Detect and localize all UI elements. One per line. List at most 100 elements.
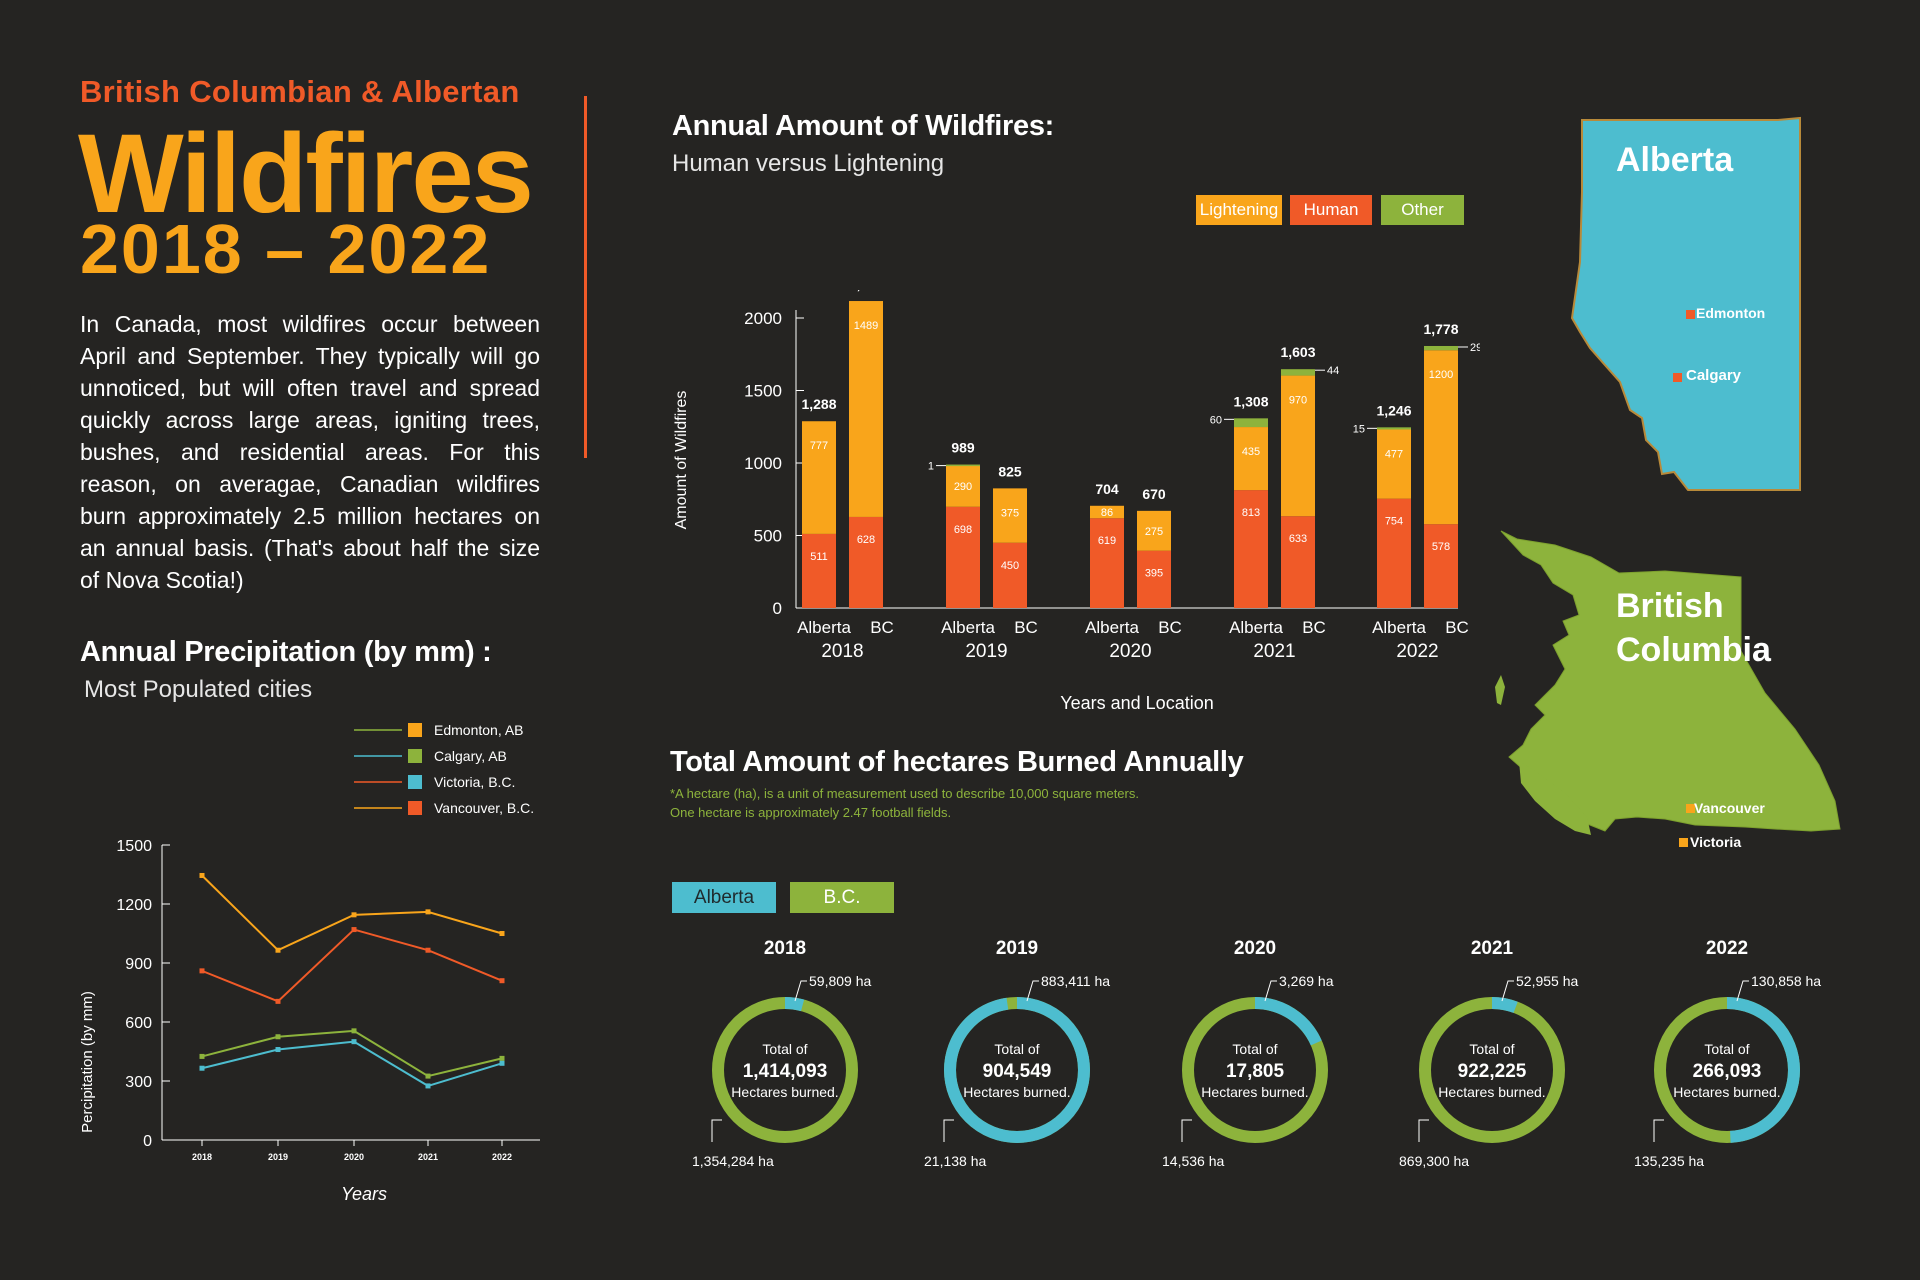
donut-total-value: 922,225 bbox=[1458, 1061, 1527, 1082]
donut-alberta-arc bbox=[1654, 997, 1800, 1143]
donut-alberta-arc bbox=[1182, 997, 1328, 1143]
bar-human-value: 395 bbox=[1145, 568, 1163, 580]
line-y-tick-label: 300 bbox=[125, 1074, 152, 1091]
bar-human-segment bbox=[1090, 518, 1124, 608]
legend-lightening-label: Lightening bbox=[1199, 200, 1279, 219]
bar-human-value: 698 bbox=[954, 524, 972, 536]
wildfires-bar-chart: Amount of Wildfires Years and Location 0… bbox=[673, 290, 1480, 713]
bar-location-label: Alberta bbox=[1229, 618, 1283, 637]
bar-lightening-value: 435 bbox=[1242, 446, 1260, 458]
bc-map-label-line1: British bbox=[1616, 587, 1724, 625]
bar-human-value: 633 bbox=[1289, 533, 1307, 545]
bar-lightening-value: 1489 bbox=[854, 320, 878, 332]
donut-alberta-leader bbox=[1736, 980, 1749, 1002]
bar-y-tick-label: 1500 bbox=[744, 382, 782, 401]
line-legend-label: Vancouver, B.C. bbox=[434, 800, 534, 816]
bar-location-label: Alberta bbox=[1372, 618, 1426, 637]
donut-alberta-value: 59,809 ha bbox=[809, 973, 871, 989]
bar-other-value: 29 bbox=[1470, 342, 1480, 354]
line-point bbox=[425, 1083, 431, 1089]
bar-lightening-segment bbox=[993, 488, 1027, 543]
bar-y-tick-label: 1000 bbox=[744, 454, 782, 473]
bar-human-segment bbox=[1377, 498, 1411, 608]
kicker-title: British Columbian & Albertan bbox=[80, 74, 520, 109]
bar-lightening-segment bbox=[1281, 375, 1315, 517]
line-legend-swatch-box bbox=[408, 775, 422, 789]
bar-y-tick-label: 2000 bbox=[744, 309, 782, 328]
bar-year-label: 2019 bbox=[965, 641, 1007, 662]
donut-center-top: Total of bbox=[994, 1041, 1039, 1057]
bar-other-segment bbox=[1281, 369, 1315, 376]
bar-lightening-value: 777 bbox=[810, 440, 828, 452]
bar-human-value: 578 bbox=[1432, 541, 1450, 553]
wildfires-y-axis-label: Amount of Wildfires bbox=[673, 391, 690, 530]
donut-alberta-value: 883,411 ha bbox=[1041, 973, 1110, 989]
bar-other-segment bbox=[1377, 427, 1411, 430]
donut-center-top: Total of bbox=[762, 1041, 807, 1057]
donut-alberta-arc bbox=[712, 997, 858, 1143]
donut-alberta-value: 52,955 ha bbox=[1516, 973, 1578, 989]
donut-year-label: 2019 bbox=[996, 938, 1038, 959]
line-legend-label: Edmonton, AB bbox=[434, 722, 524, 738]
line-point bbox=[199, 968, 205, 974]
bar-lightening-value: 275 bbox=[1145, 526, 1163, 538]
precipitation-line-chart: Percipitation (by mm) Years 0 300 600 900 12… bbox=[79, 722, 540, 1204]
bar-human-value: 619 bbox=[1098, 535, 1116, 547]
donut-alberta-value: 3,269 ha bbox=[1279, 973, 1334, 989]
donut-bc-value: 21,138 ha bbox=[924, 1153, 986, 1169]
legend-bc-label: B.C. bbox=[823, 886, 861, 908]
line-series-victoria bbox=[201, 928, 503, 1003]
bar-lightening-segment bbox=[946, 464, 980, 507]
donut-total-value: 1,414,093 bbox=[743, 1061, 828, 1082]
bar-human-value: 754 bbox=[1385, 516, 1403, 528]
donut-bc-leader bbox=[1653, 1119, 1664, 1142]
page-title: Wildfires bbox=[78, 111, 534, 236]
line-y-tick-label: 1500 bbox=[116, 838, 152, 855]
bar-human-segment bbox=[993, 542, 1027, 608]
vancouver-marker bbox=[1686, 804, 1695, 813]
line-y-tick-label: 900 bbox=[125, 956, 152, 973]
donut-alberta-leader bbox=[1264, 980, 1277, 1002]
hectares-note-1: *A hectare (ha), is a unit of measuremen… bbox=[670, 786, 1139, 801]
bar-lightening-segment bbox=[1137, 510, 1171, 551]
line-point bbox=[499, 931, 505, 936]
edmonton-marker bbox=[1686, 310, 1695, 319]
bar-total-value: 1,246 bbox=[1376, 402, 1411, 418]
donut-center-bottom: Hectares burned. bbox=[1673, 1084, 1780, 1100]
bar-lightening-segment bbox=[849, 301, 883, 517]
bar-y-tick-label: 500 bbox=[754, 527, 782, 546]
line-series-edmonton bbox=[201, 1029, 503, 1078]
line-point bbox=[275, 1047, 281, 1053]
line-point bbox=[275, 947, 281, 953]
bar-total-value: 2,117 bbox=[849, 290, 883, 292]
line-x-tick-label: 2022 bbox=[492, 1152, 512, 1162]
victoria-label: Victoria bbox=[1690, 834, 1742, 850]
donut-total-value: 904,549 bbox=[983, 1061, 1052, 1082]
line-point bbox=[275, 998, 281, 1004]
legend-human: Human bbox=[1290, 195, 1372, 225]
line-legend-label: Victoria, B.C. bbox=[434, 774, 515, 790]
line-legend-label: Calgary, AB bbox=[434, 748, 507, 764]
bar-y-tick-label: 0 bbox=[773, 599, 782, 618]
vancouver-island-shape bbox=[1519, 761, 1591, 835]
bar-other-value: 44 bbox=[1327, 365, 1339, 377]
bar-other-segment bbox=[946, 464, 980, 467]
donut-alberta-arc bbox=[944, 997, 1090, 1143]
edmonton-label: Edmonton bbox=[1696, 305, 1766, 321]
donut-total-value: 266,093 bbox=[1693, 1061, 1762, 1082]
bar-human-segment bbox=[849, 516, 883, 608]
wildfires-chart-subtitle: Human versus Lightening bbox=[672, 150, 945, 177]
bar-lightening-segment bbox=[1090, 505, 1124, 519]
line-y-tick-label: 600 bbox=[125, 1015, 152, 1032]
donut-bc-leader bbox=[1181, 1119, 1192, 1142]
donut-center-bottom: Hectares burned. bbox=[1438, 1084, 1545, 1100]
bar-other-value: 15 bbox=[1353, 423, 1365, 435]
donut-center-bottom: Hectares burned. bbox=[731, 1084, 838, 1100]
legend-other-label: Other bbox=[1401, 200, 1444, 219]
precip-x-axis-label: Years bbox=[341, 1184, 387, 1204]
alberta-map-label: Alberta bbox=[1616, 141, 1734, 179]
donut-center-top: Total of bbox=[1469, 1041, 1514, 1057]
alberta-map bbox=[1570, 116, 1801, 491]
donut-bc-value: 14,536 ha bbox=[1162, 1153, 1224, 1169]
donut-year-label: 2021 bbox=[1471, 938, 1514, 959]
